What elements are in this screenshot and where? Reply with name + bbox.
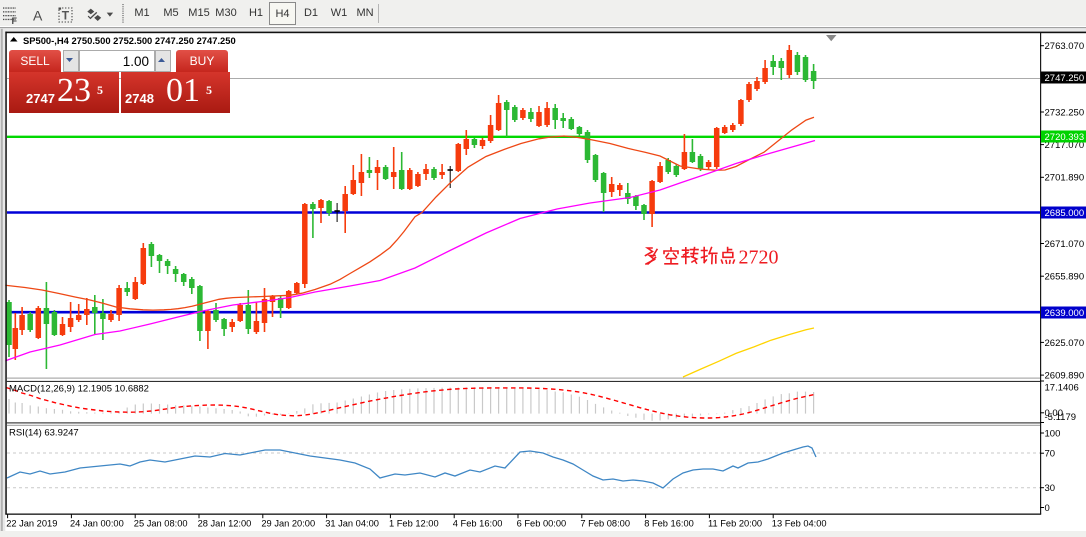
svg-text:29 Jan 20:00: 29 Jan 20:00 <box>261 518 315 528</box>
svg-text:2717.070: 2717.070 <box>1045 140 1085 151</box>
svg-text:1 Feb 12:00: 1 Feb 12:00 <box>389 518 439 528</box>
svg-text:8 Feb 16:00: 8 Feb 16:00 <box>644 518 694 528</box>
svg-text:2732.250: 2732.250 <box>1045 107 1085 118</box>
svg-text:2609.890: 2609.890 <box>1045 371 1085 382</box>
svg-text:6 Feb 00:00: 6 Feb 00:00 <box>517 518 567 528</box>
svg-text:2655.890: 2655.890 <box>1045 272 1085 283</box>
svg-text:25 Jan 08:00: 25 Jan 08:00 <box>134 518 188 528</box>
svg-text:SP500-,H4 2750.500 2752.500 2: SP500-,H4 2750.500 2752.500 2747.250 274… <box>23 35 236 46</box>
svg-text:24 Jan 00:00: 24 Jan 00:00 <box>70 518 124 528</box>
svg-text:30: 30 <box>1045 483 1056 494</box>
svg-text:17.1406: 17.1406 <box>1045 382 1079 393</box>
svg-text:2671.070: 2671.070 <box>1045 239 1085 250</box>
svg-text:2639.000: 2639.000 <box>1045 308 1085 319</box>
svg-text:11 Feb 20:00: 11 Feb 20:00 <box>708 518 762 528</box>
svg-text:2625.070: 2625.070 <box>1045 338 1085 349</box>
svg-text:22 Jan 2019: 22 Jan 2019 <box>6 518 57 528</box>
svg-text:2685.000: 2685.000 <box>1045 208 1085 219</box>
svg-text:A: A <box>33 7 43 23</box>
svg-text:0: 0 <box>1045 503 1050 514</box>
svg-text:7 Feb 08:00: 7 Feb 08:00 <box>580 518 630 528</box>
svg-text:0.00: 0.00 <box>1045 408 1064 419</box>
svg-text:-5.1179: -5.1179 <box>1045 412 1077 423</box>
svg-text:2763.070: 2763.070 <box>1045 41 1085 52</box>
svg-text:RSI(14) 63.9247: RSI(14) 63.9247 <box>9 428 79 439</box>
svg-text:70: 70 <box>1045 449 1056 460</box>
svg-text:13 Feb 04:00: 13 Feb 04:00 <box>772 518 827 528</box>
svg-text:2720: 2720 <box>739 247 779 269</box>
svg-text:31 Jan 04:00: 31 Jan 04:00 <box>325 518 379 528</box>
svg-text:T: T <box>62 9 70 23</box>
svg-text:100: 100 <box>1045 428 1061 439</box>
svg-text:4 Feb 16:00: 4 Feb 16:00 <box>453 518 503 528</box>
svg-text:2720.393: 2720.393 <box>1045 132 1085 143</box>
svg-text:28 Jan 12:00: 28 Jan 12:00 <box>198 518 252 528</box>
svg-text:2701.890: 2701.890 <box>1045 173 1085 184</box>
svg-text:MACD(12,26,9) 12.1905 10.6882: MACD(12,26,9) 12.1905 10.6882 <box>9 384 149 395</box>
svg-text:F: F <box>12 16 18 26</box>
svg-text:2747.250: 2747.250 <box>1045 73 1085 84</box>
